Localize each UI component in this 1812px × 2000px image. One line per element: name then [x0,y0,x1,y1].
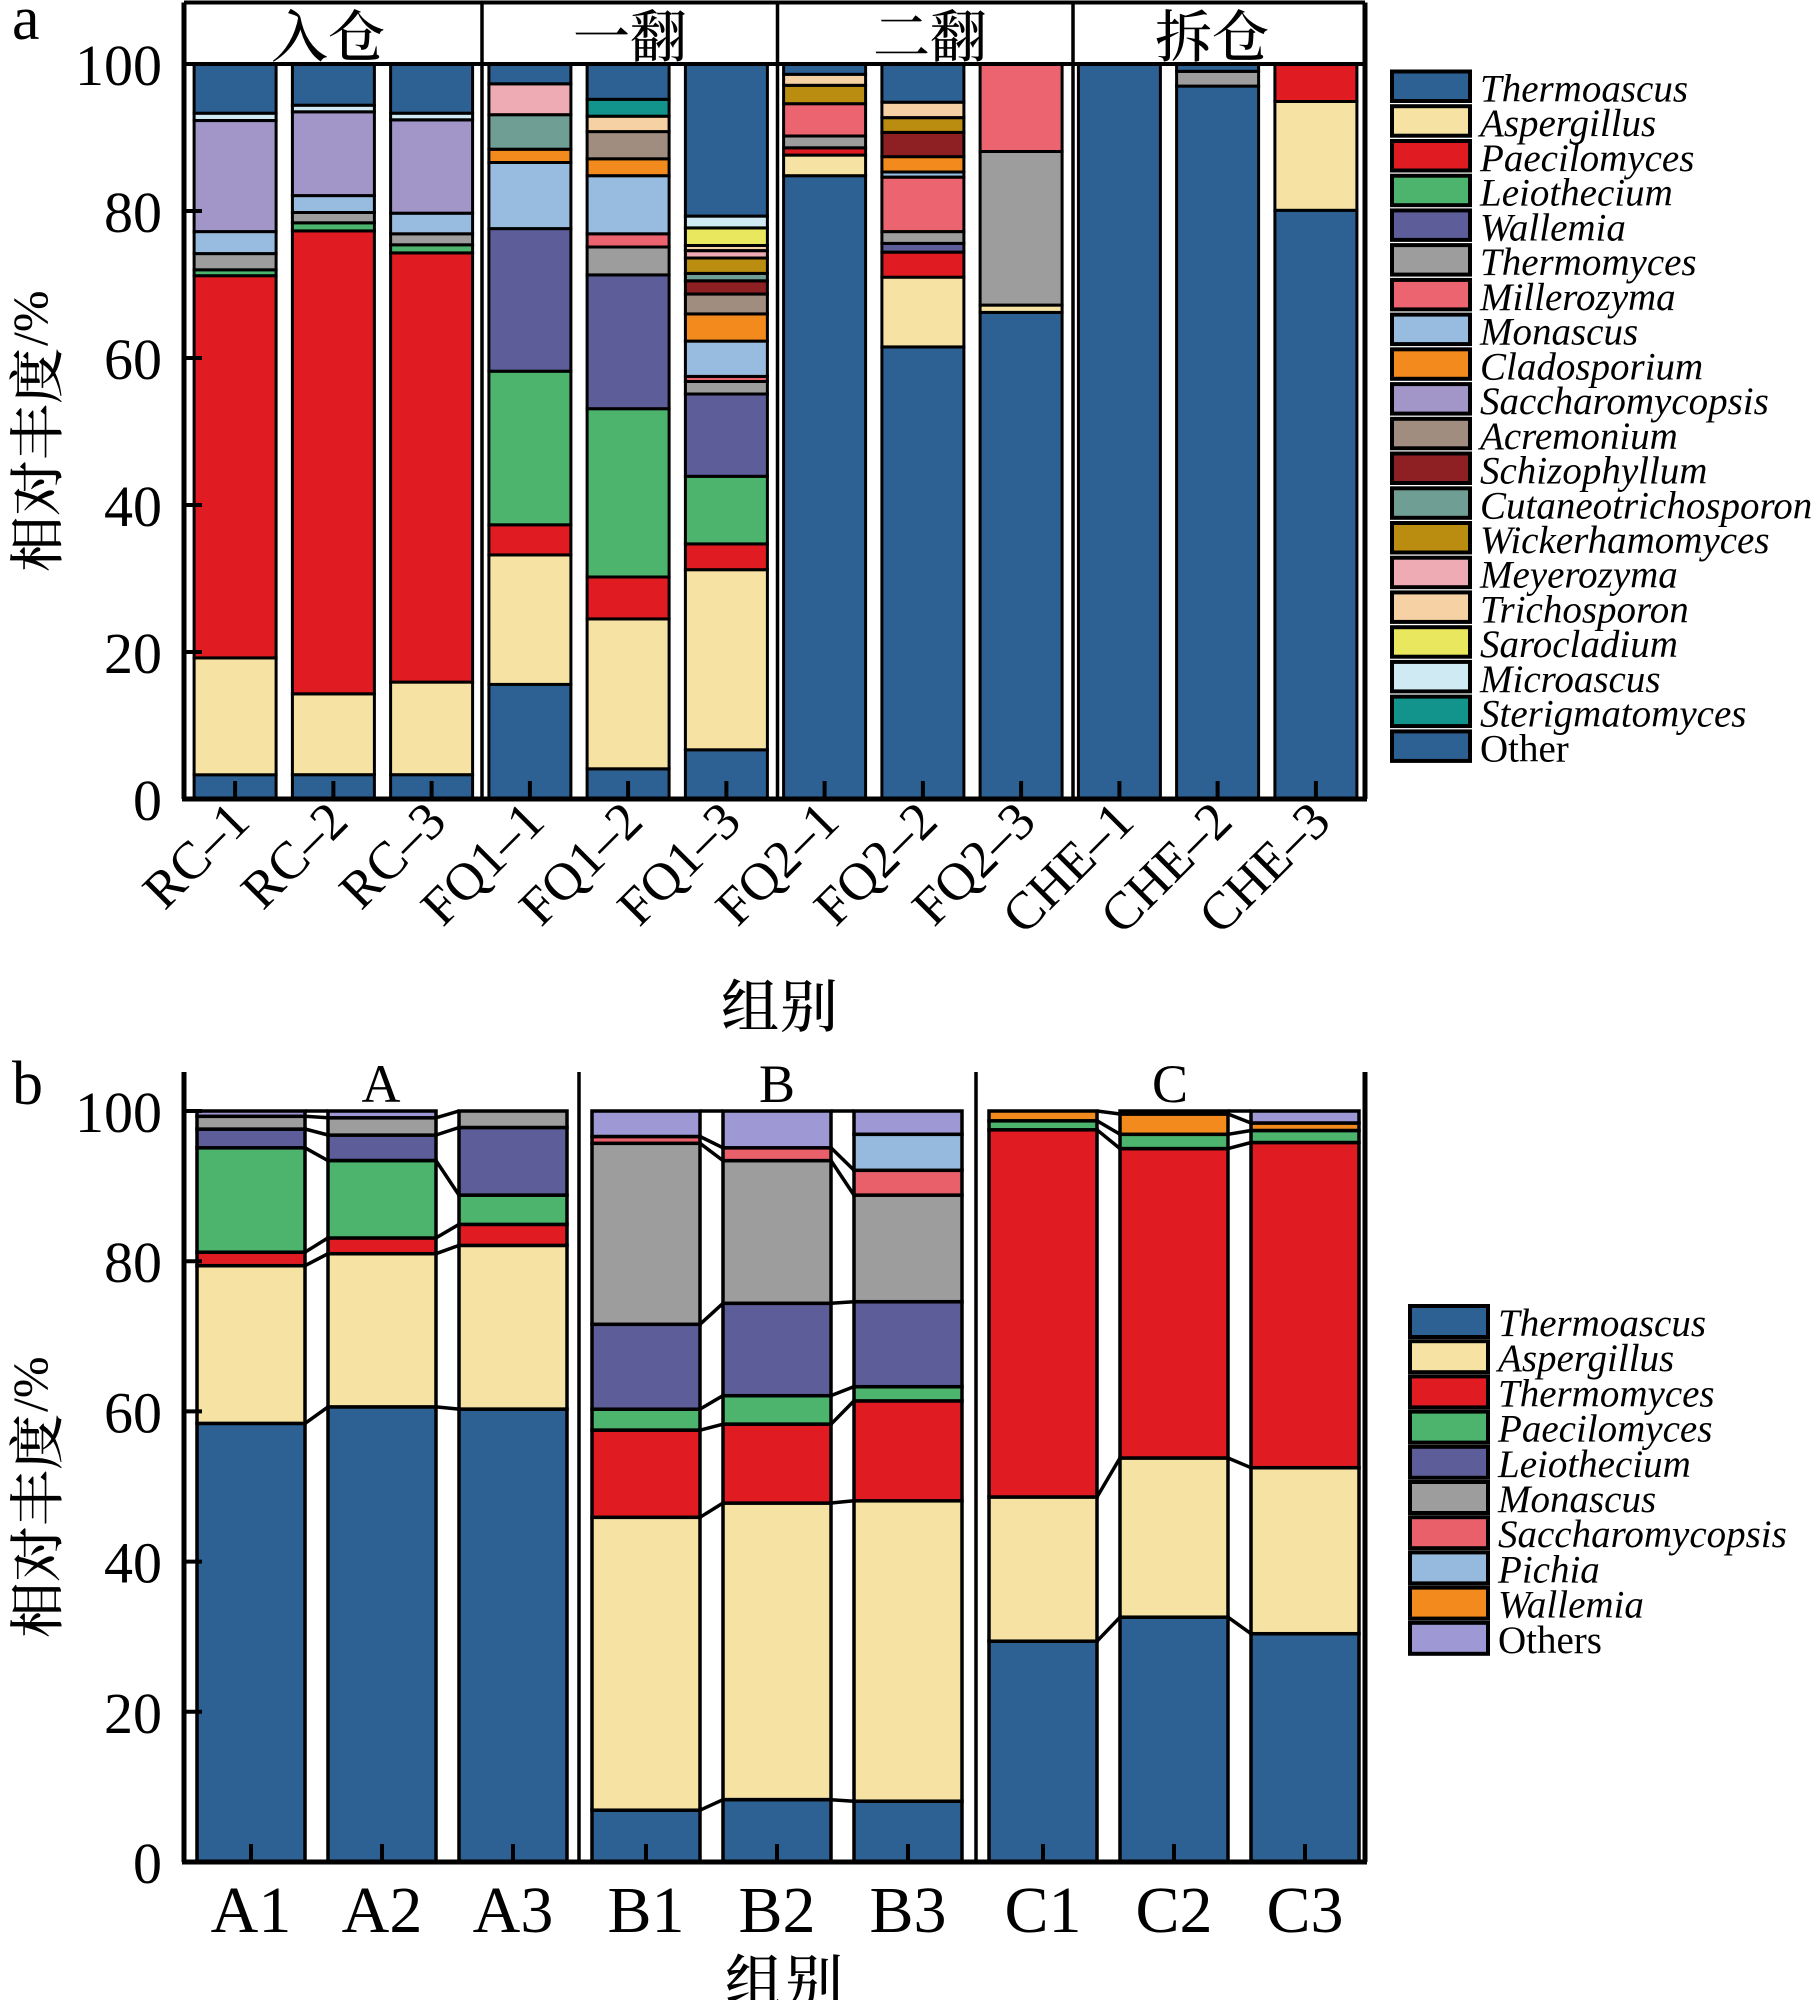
svg-text:Monascus: Monascus [1479,311,1638,354]
svg-text:B: B [759,1054,795,1114]
svg-text:Others: Others [1498,1619,1602,1662]
svg-text:Leiothecium: Leiothecium [1479,172,1673,215]
svg-text:C1: C1 [1004,1874,1081,1947]
svg-text:Paecilomyces: Paecilomyces [1479,137,1694,180]
svg-text:Trichosporon: Trichosporon [1480,588,1689,631]
svg-text:60: 60 [104,327,162,392]
svg-text:Thermomyces: Thermomyces [1480,241,1697,284]
svg-text:Aspergillus: Aspergillus [1495,1337,1674,1380]
svg-text:B1: B1 [607,1874,684,1947]
svg-text:C3: C3 [1266,1874,1343,1947]
svg-text:Wickerhamomyces: Wickerhamomyces [1480,519,1770,562]
svg-text:Wallemia: Wallemia [1498,1584,1644,1627]
svg-text:Sarocladium: Sarocladium [1480,623,1678,666]
svg-text:Sterigmatomyces: Sterigmatomyces [1480,693,1746,736]
svg-text:B2: B2 [738,1874,815,1947]
svg-text:Cladosporium: Cladosporium [1480,345,1703,388]
svg-text:B3: B3 [869,1874,946,1947]
svg-text:20: 20 [104,621,162,686]
svg-text:Wallemia: Wallemia [1480,206,1626,249]
svg-text:Saccharomycopsis: Saccharomycopsis [1480,380,1769,423]
svg-text:100: 100 [75,1080,162,1145]
svg-text:/%: /% [2,1356,58,1412]
svg-text:/%: /% [2,290,58,346]
svg-text:Cutaneotrichosporon: Cutaneotrichosporon [1480,484,1812,527]
svg-text:Thermoascus: Thermoascus [1480,68,1688,111]
svg-text:40: 40 [104,1531,162,1596]
svg-text:A3: A3 [473,1874,554,1947]
svg-text:C: C [1152,1054,1188,1114]
svg-text:A: A [362,1054,401,1114]
svg-text:60: 60 [104,1380,162,1445]
svg-text:Thermomyces: Thermomyces [1498,1372,1715,1415]
svg-text:80: 80 [104,180,162,245]
svg-text:A1: A1 [211,1874,292,1947]
svg-text:0: 0 [133,1831,162,1896]
svg-text:Aspergillus: Aspergillus [1477,102,1656,145]
svg-text:b: b [12,1050,43,1118]
svg-text:0: 0 [133,768,162,833]
svg-text:a: a [12,0,40,53]
svg-text:Monascus: Monascus [1497,1478,1656,1521]
svg-text:Acremonium: Acremonium [1477,415,1678,458]
svg-text:Millerozyma: Millerozyma [1479,276,1676,319]
svg-text:Microascus: Microascus [1479,658,1661,701]
svg-text:Thermoascus: Thermoascus [1498,1302,1706,1345]
svg-text:Schizophyllum: Schizophyllum [1480,450,1707,493]
svg-text:C2: C2 [1135,1874,1212,1947]
svg-text:100: 100 [75,33,162,98]
svg-text:Other: Other [1480,727,1569,770]
svg-text:80: 80 [104,1230,162,1295]
svg-text:Pichia: Pichia [1497,1548,1600,1591]
svg-text:20: 20 [104,1681,162,1746]
svg-text:Paecilomyces: Paecilomyces [1497,1408,1712,1451]
svg-text:Leiothecium: Leiothecium [1497,1443,1691,1486]
svg-text:Meyerozyma: Meyerozyma [1479,554,1678,597]
svg-text:40: 40 [104,474,162,539]
svg-text:Saccharomycopsis: Saccharomycopsis [1498,1513,1787,1556]
svg-text:A2: A2 [342,1874,423,1947]
